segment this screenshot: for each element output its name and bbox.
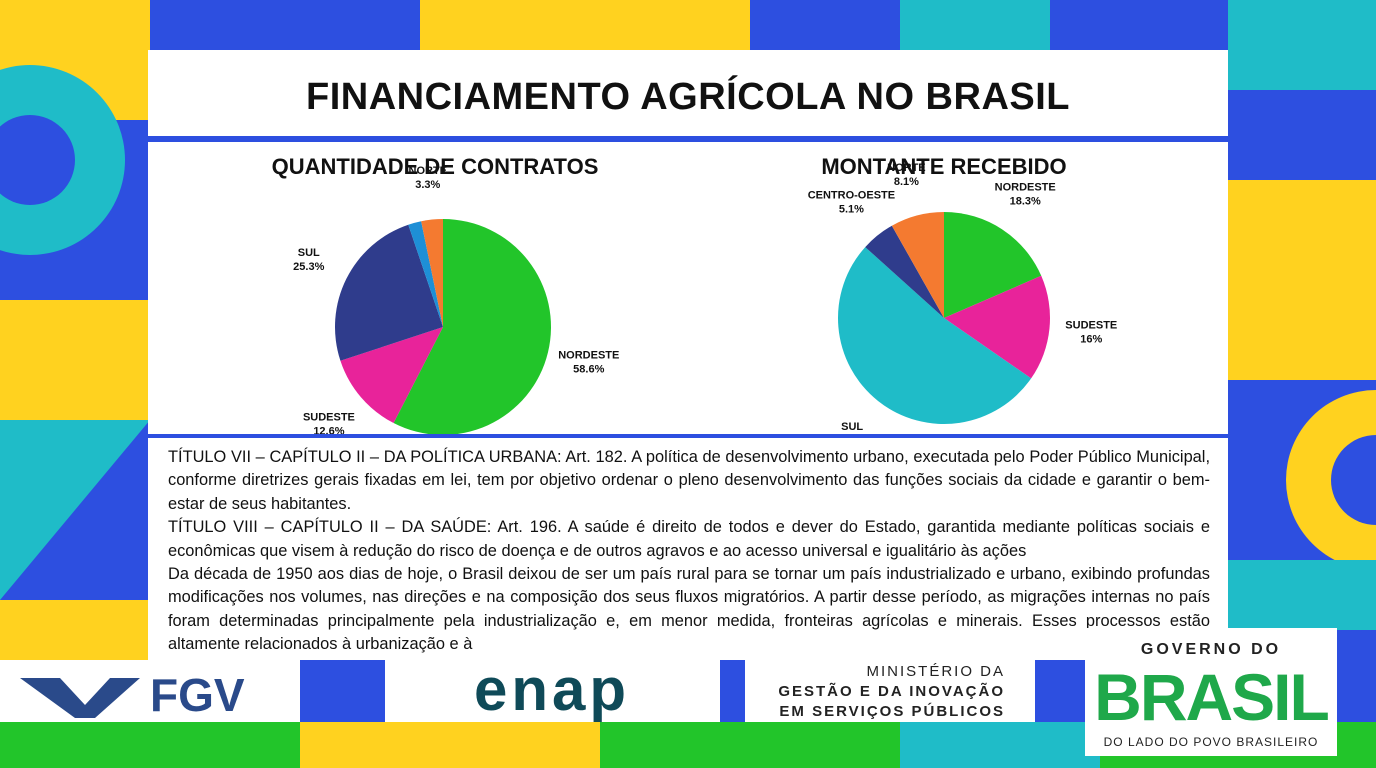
slice-value: 5.1% [839,204,864,216]
body-text: TÍTULO VII – CAPÍTULO II – DA POLÍTICA U… [148,438,1228,660]
enap-mark: enap [474,656,630,723]
pie-slice [944,275,1050,379]
ministry-line: MINISTÉRIO DA [866,663,1005,680]
slice-name: NORDESTE [995,181,1056,193]
pie-slice [421,219,443,327]
pie-slice [335,224,443,361]
slice-name: SUDESTE [1065,320,1117,332]
gov-logo: GOVERNO DO BRASIL DO LADO DO POVO BRASIL… [1085,628,1337,756]
pie-slice [865,225,944,318]
chart-title: QUANTIDADE DE CONTRATOS [272,154,599,179]
pie-slice [408,221,443,327]
gov-word: BRASIL [1094,660,1328,734]
ministry-text: MINISTÉRIO DA GESTÃO E DA INOVAÇÃO EM SE… [778,663,1005,720]
slice-value: 3.3% [415,179,440,191]
pie-charts: QUANTIDADE DE CONTRATOS NORDESTE 58.6% SUDE… [272,154,1118,447]
pie-slice [393,219,552,436]
slice-name: SUL [298,247,320,259]
charts-panel: QUANTIDADE DE CONTRATOS NORDESTE 58.6% SUDE… [148,142,1228,447]
title: FINANCIAMENTO AGRÍCOLA NO BRASIL [148,50,1228,136]
slice-name: CENTRO-OESTE [808,190,895,202]
slice-value: 58.6% [573,363,604,375]
fgv-text: FGV [150,669,245,721]
enap-text: enap [474,660,630,722]
paragraph: TÍTULO VII – CAPÍTULO II – DA POLÍTICA U… [168,448,1210,513]
chart-title: MONTANTE RECEBIDO [821,154,1066,179]
slice-name: NORTE [409,165,448,177]
ministry-line: GESTÃO E DA INOVAÇÃO [778,682,1005,700]
gov-mark: GOVERNO DO BRASIL DO LADO DO POVO BRASIL… [1094,641,1330,749]
slice-value: 8.1% [894,176,919,188]
pie-slice [838,247,1032,424]
slice-value: 18.3% [1010,195,1041,207]
pie-slice [944,212,1042,318]
slice-name: SUDESTE [303,411,355,423]
slice-value: 25.3% [293,261,324,273]
slice-name: NORTE [887,162,926,174]
paragraph: Da década de 1950 aos dias de hoje, o Br… [168,565,1210,654]
slice-name: NORDESTE [558,349,619,361]
slice-value: 16% [1080,334,1102,346]
slice-name: SUL [841,421,863,433]
ministry-line: EM SERVIÇOS PÚBLICOS [779,702,1005,720]
paragraph: TÍTULO VIII – CAPÍTULO II – DA SAÚDE: Ar… [168,518,1210,560]
gov-top: GOVERNO DO [1141,641,1281,658]
gov-bottom: DO LADO DO POVO BRASILEIRO [1104,735,1319,749]
slice-value: 12.6% [313,425,344,434]
fgv-mark: FGV [20,669,245,721]
ministry-logo: MINISTÉRIO DA GESTÃO E DA INOVAÇÃO EM SE… [745,660,1035,722]
pie-slice [340,327,443,424]
pie-slice [891,212,944,318]
enap-logo: enap [385,656,720,723]
fgv-logo: FGV [0,660,300,722]
